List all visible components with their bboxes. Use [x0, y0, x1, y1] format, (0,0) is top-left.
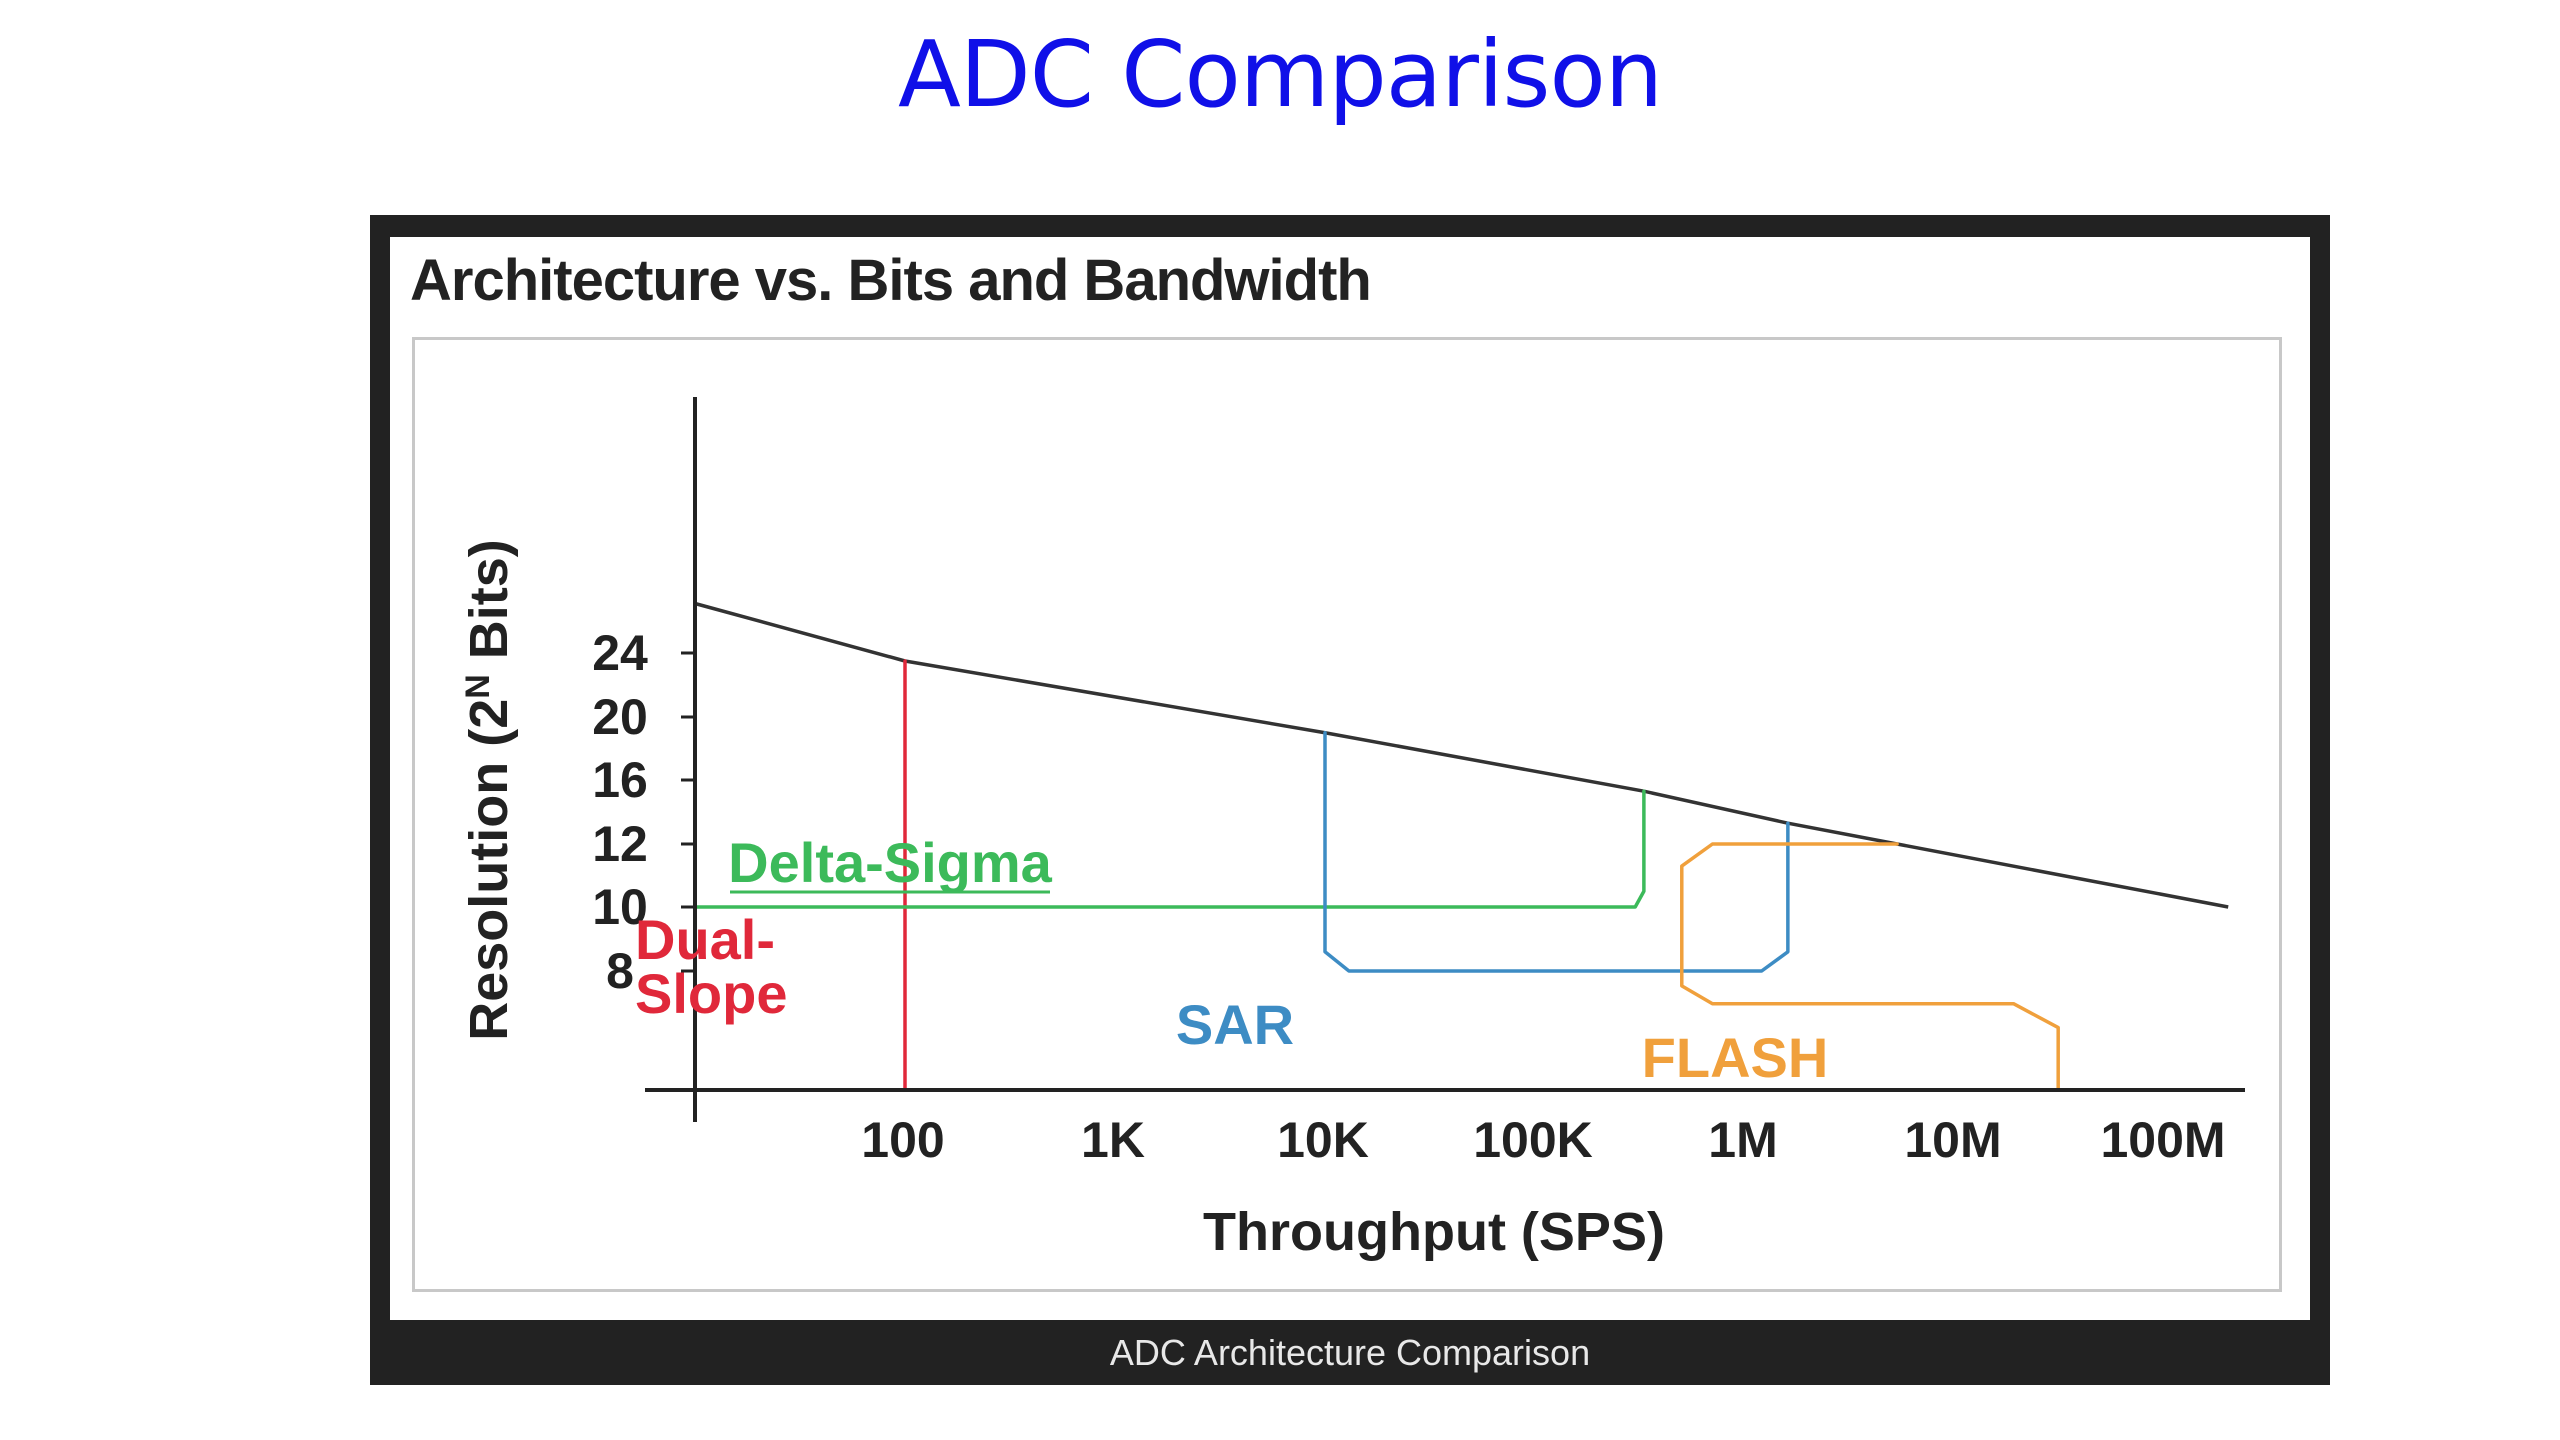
series-line-sar	[1323, 731, 1790, 973]
x-tick-label-1m: 1M	[1708, 1112, 1777, 1168]
series-label-sar: SAR	[1176, 993, 1294, 1056]
x-tick-label-10m: 10M	[1904, 1112, 2001, 1168]
y-tick-label-12: 12	[592, 816, 648, 872]
series-label-delta-sigma: Delta-Sigma	[728, 831, 1052, 894]
y-tick-label-8: 8	[606, 943, 634, 999]
y-tick-label-16: 16	[592, 752, 648, 808]
chart-title: Architecture vs. Bits and Bandwidth	[410, 248, 1372, 313]
figure-frame: Architecture vs. Bits and Bandwidth Thro…	[370, 215, 2330, 1385]
series-label-line: Delta-Sigma	[728, 831, 1052, 894]
series-label-line: Dual-	[635, 908, 775, 971]
chart-svg: Throughput (SPS) Resolution (2N Bits) 8 1…	[459, 397, 2245, 1262]
slide-title: ADC Comparison	[897, 21, 1663, 128]
y-axis-title-main: Resolution (2	[459, 699, 519, 1041]
x-tick-label-10k: 10K	[1277, 1112, 1369, 1168]
y-axis-title-superscript: N	[459, 674, 497, 699]
figure-caption: ADC Architecture Comparison	[1109, 1332, 1591, 1373]
series-label-line: Slope	[635, 962, 787, 1025]
x-tick-label-1k: 1K	[1081, 1112, 1145, 1168]
figure-panel: Architecture vs. Bits and Bandwidth Thro…	[390, 237, 2310, 1320]
y-axis-title: Resolution (2N Bits)	[459, 539, 519, 1041]
series-line-flash	[1680, 842, 2060, 1092]
y-tick-label-10: 10	[592, 879, 648, 935]
y-tick-label-24: 24	[592, 625, 648, 681]
series-label-line: SAR	[1176, 993, 1294, 1056]
plot-area-border	[412, 337, 2282, 1292]
y-tick-label-20: 20	[592, 689, 648, 745]
x-tick-label-100k: 100K	[1473, 1112, 1593, 1168]
series-label-line: FLASH	[1642, 1026, 1829, 1089]
y-axis-title-tail: Bits)	[459, 539, 519, 674]
series-label-flash: FLASH	[1642, 1026, 1829, 1089]
x-tick-label-100: 100	[861, 1112, 944, 1168]
x-tick-label-100m: 100M	[2100, 1112, 2225, 1168]
x-axis-title: Throughput (SPS)	[1203, 1202, 1665, 1262]
series-line-delta-sigma	[693, 789, 1646, 909]
series-label-dual-slope: Dual-Slope	[635, 908, 787, 1025]
